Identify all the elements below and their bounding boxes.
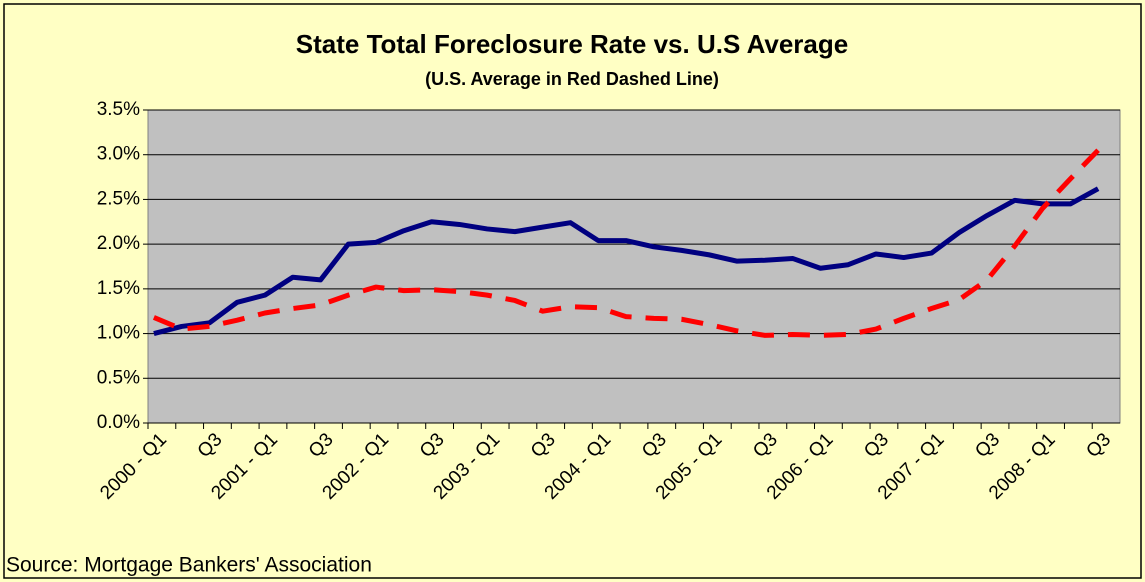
y-tick-label: 0.5% (97, 367, 140, 388)
source-note: Source: Mortgage Bankers' Association (6, 554, 372, 577)
plot-area (147, 109, 1121, 424)
y-tick-label: 0.0% (97, 412, 140, 433)
series-line (152, 148, 1100, 338)
y-tick-label: 2.5% (97, 188, 140, 209)
y-tick-label: 1.0% (97, 323, 140, 344)
chart-title: State Total Foreclosure Rate vs. U.S Ave… (296, 29, 848, 59)
y-tick-label: 3.0% (97, 144, 140, 165)
series-line (153, 186, 1100, 336)
y-tick-label: 1.5% (97, 278, 140, 299)
y-tick-label: 3.5% (97, 99, 140, 120)
chart-subtitle: (U.S. Average in Red Dashed Line) (425, 69, 719, 89)
y-tick-label: 2.0% (97, 233, 140, 254)
